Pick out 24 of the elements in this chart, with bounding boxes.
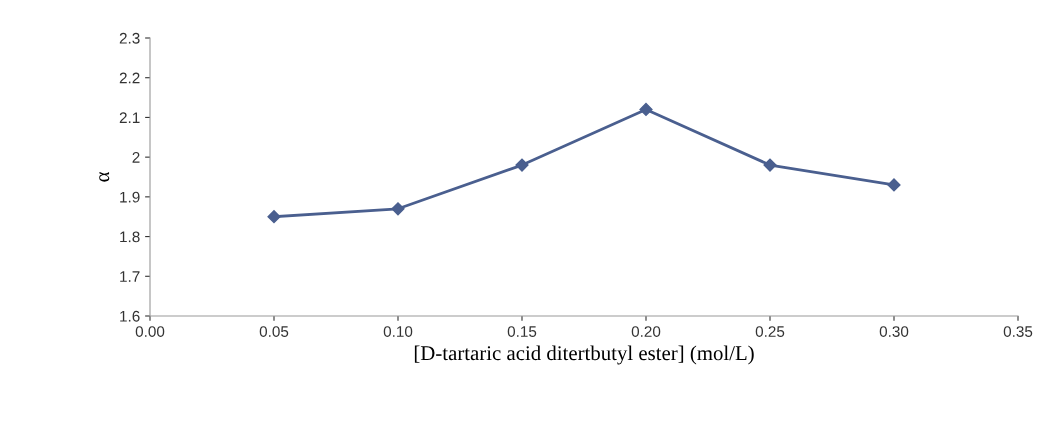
point [887,178,901,192]
y-tick-label: 2.1 [119,112,140,123]
x-tick-label: 0.15 [507,326,537,337]
x-tick-label: 0.05 [259,326,289,337]
x-tick-label: 0.00 [135,326,165,337]
x-tick-label: 0.25 [755,326,785,337]
y-tick-label: 2.3 [119,32,140,44]
x-tick-label: 0.10 [383,326,413,337]
point [515,158,529,172]
y-tick-label: 1.8 [120,231,140,243]
x-axis-title: [D-tartaric acid ditertbutyl ester] (mol/L) [414,345,754,365]
y-tick-label: 2.2 [119,72,140,84]
point [639,102,653,117]
point [267,210,281,224]
x-tick-label: 0.30 [879,326,909,337]
y-tick-label: 1.6 [120,310,140,322]
x-tick-label: 0.35 [1003,326,1033,337]
y-tick-label: 1.7 [120,271,140,282]
x-tick-label: 0.20 [631,326,661,337]
point [763,158,777,172]
point [391,202,405,216]
y-axis-title: α [99,172,110,182]
y-tick-label: 1.9 [120,191,140,203]
y-tick-label: 2 [132,152,140,163]
